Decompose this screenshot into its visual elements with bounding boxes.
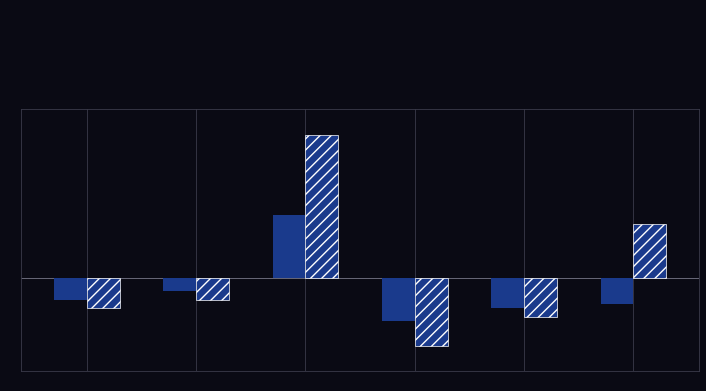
Bar xyxy=(163,278,196,291)
Bar xyxy=(87,278,119,308)
Bar xyxy=(382,278,414,321)
Bar xyxy=(273,215,306,278)
Bar xyxy=(306,135,338,278)
Bar xyxy=(524,278,557,317)
Bar xyxy=(196,278,229,300)
Bar xyxy=(491,278,524,308)
Bar xyxy=(414,278,448,346)
Bar xyxy=(633,224,666,278)
Bar xyxy=(601,278,633,304)
Bar xyxy=(54,278,87,300)
